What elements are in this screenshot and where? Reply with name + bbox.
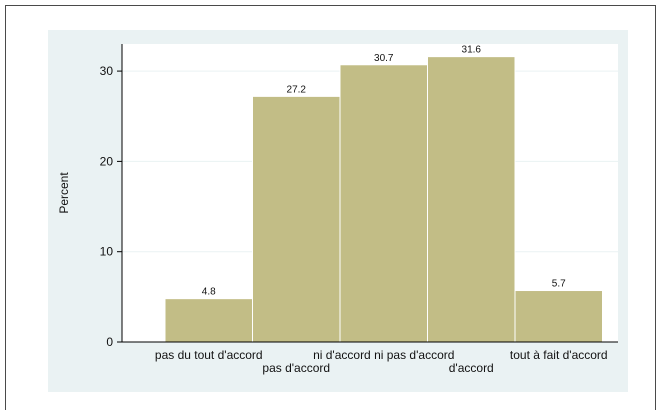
y-tick-label: 20: [100, 154, 114, 168]
bar: [339, 64, 428, 343]
data-label: 30.7: [374, 53, 394, 64]
data-label: 5.7: [552, 279, 566, 290]
bar: [164, 298, 253, 343]
bar: [427, 56, 516, 343]
y-tick-label: 10: [100, 245, 114, 259]
x-category-label: pas du tout d'accord: [155, 348, 263, 362]
y-tick-label: 0: [106, 335, 113, 349]
x-category-label: ni d'accord ni pas d'accord: [313, 348, 454, 362]
axes: [121, 44, 618, 343]
x-category-label: d'accord: [449, 361, 494, 375]
bar: [514, 290, 603, 343]
y-tick-label: 30: [100, 64, 114, 78]
bar: [252, 95, 341, 343]
x-category-label: tout à fait d'accord: [510, 348, 608, 362]
data-label: 27.2: [287, 84, 307, 95]
x-category-label: pas d'accord: [262, 361, 330, 375]
bars: [164, 56, 603, 343]
data-label: 31.6: [462, 45, 482, 56]
data-labels: 4.8 27.2 30.7 31.6 5.7: [202, 45, 566, 298]
data-label: 4.8: [202, 287, 216, 298]
y-ticks: 0 10 20 30: [100, 64, 122, 349]
y-axis-title: Percent: [57, 172, 71, 214]
